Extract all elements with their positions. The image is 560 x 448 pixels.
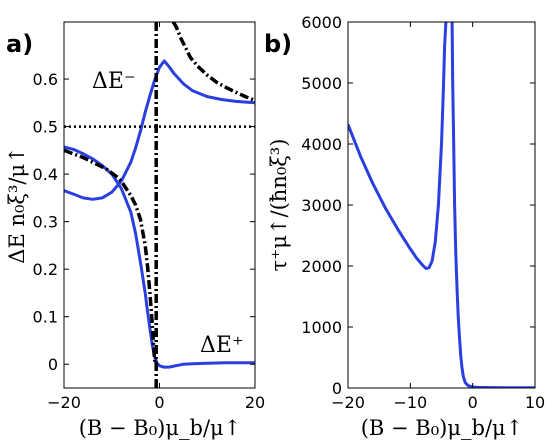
panel-a: a) −20 0 20 0 0.1 0.2 0.3 0.4 0.5 0.6 ΔE⁻ ΔE⁺ (B … — [5, 21, 265, 440]
panel-a-series-1 — [64, 59, 255, 201]
panel-b-series-1 — [348, 22, 448, 270]
panel-b: b) −20 −10 0 10 0 1000 2000 3000 4000 5000 6000 (B… — [264, 13, 545, 440]
panel-b-ticks: −20 −10 0 10 0 1000 2000 3000 4000 5000 6000 — [301, 13, 545, 412]
panel-a-y-tick-label: 0.1 — [33, 308, 58, 327]
panel-b-y-tick-label: 5000 — [301, 74, 342, 93]
panel-a-y-tick-label: 0.2 — [33, 260, 58, 279]
panel-a-series — [64, 22, 255, 388]
panel-b-series-2 — [450, 22, 535, 388]
panel-b-label: b) — [264, 30, 292, 58]
panel-a-label: a) — [6, 30, 33, 58]
panel-a-y-tick-label: 0.5 — [33, 118, 58, 137]
panel-b-x-axis-label: (B − B₀)μ_b/μ↑ — [361, 416, 524, 440]
panel-b-y-tick-label: 6000 — [301, 13, 342, 32]
panel-a-x-tick-label: 20 — [245, 393, 265, 412]
panel-b-y-axis-label: τ⁺μ↑/(ħn₀ξ³) — [267, 139, 291, 272]
panel-b-y-tick-label: 0 — [332, 379, 342, 398]
panel-b-y-tick-label: 2000 — [301, 257, 342, 276]
panel-b-y-tick-label: 1000 — [301, 318, 342, 337]
panel-a-y-tick-label: 0.4 — [33, 165, 58, 184]
annotation-delta-e-minus: ΔE⁻ — [92, 69, 136, 94]
panel-a-y-tick-label: 0.6 — [33, 70, 58, 89]
panel-b-x-tick-label: 0 — [468, 393, 478, 412]
panel-a-series-5 — [171, 22, 255, 103]
annotation-delta-e-plus: ΔE⁺ — [200, 333, 244, 358]
panel-b-y-tick-label: 4000 — [301, 135, 342, 154]
panel-a-series-3 — [64, 148, 158, 365]
panel-b-y-tick-label: 3000 — [301, 196, 342, 215]
panel-b-frame — [347, 21, 536, 389]
panel-a-ticks: −20 0 20 0 0.1 0.2 0.3 0.4 0.5 0.6 — [33, 22, 265, 412]
panel-a-x-axis-label: (B − B₀)μ_b/μ↑ — [79, 416, 242, 440]
panel-a-x-tick-label: 0 — [154, 393, 164, 412]
panel-a-y-tick-label: 0 — [48, 355, 58, 374]
panel-b-x-tick-label: −10 — [393, 393, 427, 412]
panel-b-x-tick-label: −20 — [331, 393, 365, 412]
panel-a-x-tick-label: −20 — [47, 393, 81, 412]
panel-a-y-axis-label: ΔE n₀ξ³/μ↑ — [5, 146, 29, 263]
panel-b-x-tick-label: 10 — [525, 393, 545, 412]
panel-b-series — [348, 22, 535, 388]
panel-a-y-tick-label: 0.3 — [33, 213, 58, 232]
